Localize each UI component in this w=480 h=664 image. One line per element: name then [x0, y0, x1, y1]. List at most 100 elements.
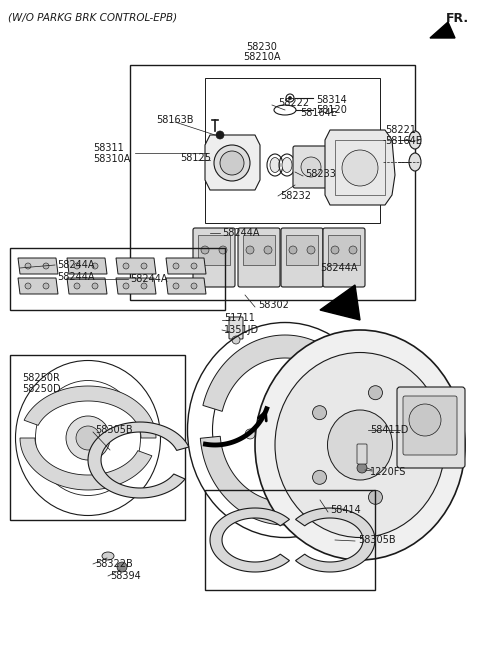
Ellipse shape — [409, 131, 421, 149]
Bar — [10, 355, 185, 520]
Polygon shape — [18, 278, 58, 294]
Circle shape — [74, 283, 80, 289]
Circle shape — [66, 416, 110, 460]
Circle shape — [409, 404, 441, 436]
Circle shape — [173, 263, 179, 269]
Text: 58414: 58414 — [330, 505, 361, 515]
Polygon shape — [116, 278, 156, 294]
Text: 58164E: 58164E — [385, 136, 422, 146]
Text: 58120: 58120 — [316, 105, 347, 115]
Text: 1220FS: 1220FS — [370, 467, 407, 477]
Bar — [243, 235, 275, 265]
Text: 58221: 58221 — [385, 125, 416, 135]
Text: 58244A: 58244A — [130, 274, 168, 284]
Text: 58305B: 58305B — [95, 425, 132, 435]
Polygon shape — [20, 438, 152, 490]
Circle shape — [312, 406, 326, 420]
Polygon shape — [67, 258, 107, 274]
Circle shape — [403, 438, 417, 452]
Circle shape — [289, 246, 297, 254]
Polygon shape — [200, 436, 367, 525]
Circle shape — [216, 131, 224, 139]
Circle shape — [307, 246, 315, 254]
Bar — [10, 248, 225, 310]
Text: 58314: 58314 — [316, 95, 347, 105]
Text: 58250R: 58250R — [22, 373, 60, 383]
Circle shape — [74, 263, 80, 269]
Polygon shape — [166, 258, 206, 274]
Ellipse shape — [275, 353, 445, 537]
Circle shape — [25, 283, 31, 289]
Polygon shape — [296, 508, 375, 572]
Polygon shape — [88, 422, 189, 498]
Circle shape — [117, 562, 127, 572]
Circle shape — [141, 263, 147, 269]
Polygon shape — [18, 258, 58, 274]
Circle shape — [349, 246, 357, 254]
Text: 58233: 58233 — [305, 169, 336, 179]
Circle shape — [310, 444, 320, 454]
FancyBboxPatch shape — [323, 228, 365, 287]
Circle shape — [43, 263, 49, 269]
Text: 58125: 58125 — [180, 153, 211, 163]
FancyBboxPatch shape — [403, 396, 457, 455]
Circle shape — [220, 151, 244, 175]
Text: 58250D: 58250D — [22, 384, 60, 394]
Circle shape — [92, 283, 98, 289]
Circle shape — [264, 246, 272, 254]
Circle shape — [288, 96, 291, 100]
Circle shape — [123, 283, 129, 289]
Text: 58394: 58394 — [110, 571, 141, 581]
Text: 58232: 58232 — [280, 191, 311, 201]
Polygon shape — [116, 258, 156, 274]
Polygon shape — [430, 22, 455, 38]
Circle shape — [201, 246, 209, 254]
Circle shape — [219, 246, 227, 254]
Text: 1351JD: 1351JD — [224, 325, 259, 335]
Text: 58244A: 58244A — [57, 272, 95, 282]
Circle shape — [266, 390, 276, 400]
Polygon shape — [210, 508, 289, 572]
Circle shape — [141, 283, 147, 289]
Circle shape — [258, 408, 282, 432]
Circle shape — [191, 263, 197, 269]
Circle shape — [331, 246, 339, 254]
FancyBboxPatch shape — [281, 228, 323, 287]
Text: 58210A: 58210A — [243, 52, 281, 62]
Circle shape — [369, 490, 383, 505]
Text: 58244A: 58244A — [57, 260, 95, 270]
Bar — [335, 140, 385, 195]
Bar — [130, 65, 415, 300]
Circle shape — [246, 246, 254, 254]
Circle shape — [342, 150, 378, 186]
Text: 58244A: 58244A — [222, 228, 260, 238]
Polygon shape — [24, 386, 156, 438]
Ellipse shape — [270, 157, 280, 173]
Polygon shape — [325, 130, 395, 205]
Polygon shape — [166, 278, 206, 294]
FancyBboxPatch shape — [293, 146, 329, 188]
Text: 58244A: 58244A — [320, 263, 358, 273]
Ellipse shape — [257, 400, 312, 460]
Circle shape — [123, 263, 129, 269]
FancyBboxPatch shape — [229, 317, 243, 339]
Text: 58311: 58311 — [93, 143, 124, 153]
Ellipse shape — [232, 336, 240, 344]
Circle shape — [292, 427, 308, 443]
Circle shape — [173, 283, 179, 289]
Text: 58310A: 58310A — [93, 154, 131, 164]
Text: (W/O PARKG BRK CONTROL-EPB): (W/O PARKG BRK CONTROL-EPB) — [8, 13, 177, 23]
Polygon shape — [205, 135, 260, 190]
Bar — [328, 235, 360, 265]
Circle shape — [92, 263, 98, 269]
Circle shape — [306, 400, 316, 410]
Ellipse shape — [102, 552, 114, 560]
Circle shape — [369, 386, 383, 400]
FancyBboxPatch shape — [397, 387, 465, 468]
Text: FR.: FR. — [446, 11, 469, 25]
Text: 58164E: 58164E — [300, 108, 337, 118]
Text: 58230: 58230 — [247, 42, 277, 52]
Text: 58163B: 58163B — [156, 115, 193, 125]
Circle shape — [301, 157, 321, 177]
FancyBboxPatch shape — [238, 228, 280, 287]
